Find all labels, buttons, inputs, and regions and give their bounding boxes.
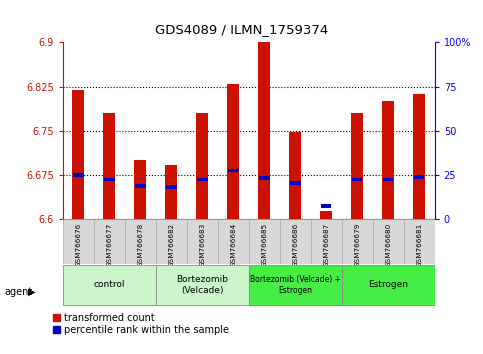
Text: Estrogen: Estrogen xyxy=(368,280,408,290)
Text: ▶: ▶ xyxy=(28,287,36,297)
Bar xyxy=(196,113,209,219)
Text: GSM766681: GSM766681 xyxy=(416,223,422,267)
Bar xyxy=(134,160,146,219)
Bar xyxy=(290,181,300,185)
FancyBboxPatch shape xyxy=(63,264,156,306)
FancyBboxPatch shape xyxy=(63,219,94,264)
Bar xyxy=(259,176,270,180)
Bar xyxy=(166,185,176,189)
Text: Bortezomib
(Velcade): Bortezomib (Velcade) xyxy=(176,275,228,295)
Bar xyxy=(352,178,362,181)
Text: agent: agent xyxy=(5,287,33,297)
Bar xyxy=(228,169,239,172)
FancyBboxPatch shape xyxy=(342,264,435,306)
FancyBboxPatch shape xyxy=(218,219,249,264)
Text: GSM766684: GSM766684 xyxy=(230,223,236,267)
Text: GSM766679: GSM766679 xyxy=(354,223,360,267)
FancyBboxPatch shape xyxy=(187,219,218,264)
Text: GSM766677: GSM766677 xyxy=(106,223,112,267)
FancyBboxPatch shape xyxy=(94,219,125,264)
Bar xyxy=(227,84,240,219)
Text: control: control xyxy=(94,280,125,290)
Text: GSM766687: GSM766687 xyxy=(323,223,329,267)
Bar xyxy=(72,90,85,219)
Bar xyxy=(197,178,208,181)
Bar xyxy=(135,184,145,188)
Bar xyxy=(321,204,331,208)
Bar xyxy=(351,113,363,219)
Bar xyxy=(414,175,425,179)
Bar xyxy=(383,178,394,181)
Text: GDS4089 / ILMN_1759374: GDS4089 / ILMN_1759374 xyxy=(155,23,328,36)
Bar xyxy=(382,102,395,219)
Text: GSM766682: GSM766682 xyxy=(168,223,174,267)
Bar xyxy=(258,42,270,219)
FancyBboxPatch shape xyxy=(373,219,404,264)
FancyBboxPatch shape xyxy=(156,264,249,306)
FancyBboxPatch shape xyxy=(156,219,187,264)
FancyBboxPatch shape xyxy=(342,219,373,264)
Text: GSM766676: GSM766676 xyxy=(75,223,81,267)
Bar xyxy=(320,211,332,219)
Bar xyxy=(413,95,426,219)
FancyBboxPatch shape xyxy=(404,219,435,264)
Bar xyxy=(73,173,84,177)
Bar xyxy=(289,132,301,219)
Bar xyxy=(165,165,177,219)
Text: GSM766685: GSM766685 xyxy=(261,223,267,267)
FancyBboxPatch shape xyxy=(249,219,280,264)
FancyBboxPatch shape xyxy=(311,219,342,264)
FancyBboxPatch shape xyxy=(249,264,342,306)
Text: GSM766686: GSM766686 xyxy=(292,223,298,267)
FancyBboxPatch shape xyxy=(280,219,311,264)
FancyBboxPatch shape xyxy=(125,219,156,264)
Bar xyxy=(104,178,114,181)
Legend: transformed count, percentile rank within the sample: transformed count, percentile rank withi… xyxy=(53,313,229,335)
Text: GSM766680: GSM766680 xyxy=(385,223,391,267)
Text: GSM766683: GSM766683 xyxy=(199,223,205,267)
Bar xyxy=(103,113,115,219)
Text: Bortezomib (Velcade) +
Estrogen: Bortezomib (Velcade) + Estrogen xyxy=(250,275,341,295)
Text: GSM766678: GSM766678 xyxy=(137,223,143,267)
